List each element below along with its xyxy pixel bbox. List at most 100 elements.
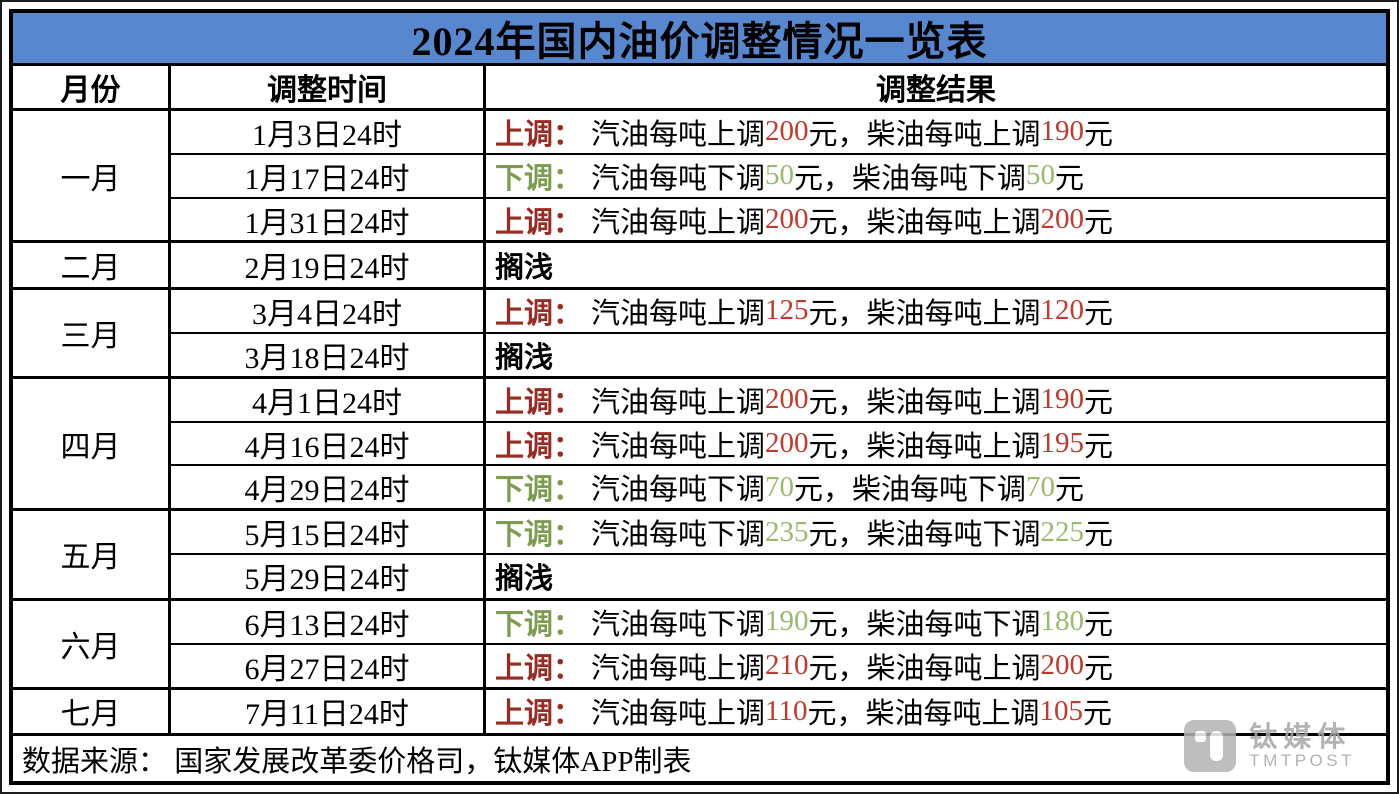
result-text-segment: 元，柴油每吨上调: [808, 118, 1041, 151]
month-rows: 6月13日24时 下调： 汽油每吨下调 190 元，柴油每吨下调 180 元 6月27日24时…: [171, 600, 1386, 687]
result-text-segment: 元，柴油每吨上调: [808, 430, 1041, 463]
adjustment-amount: 200: [765, 427, 809, 460]
result-cell: 上调： 汽油每吨上调 200 元，柴油每吨上调 200 元: [486, 199, 1386, 241]
adjustment-amount: 50: [765, 159, 795, 192]
table-row: 4月29日24时 下调： 汽油每吨下调 70 元，柴油每吨下调 70 元: [171, 464, 1386, 509]
result-text-segment: 元: [1084, 652, 1114, 685]
month-rows: 5月15日24时 下调： 汽油每吨下调 235 元，柴油每吨下调 225 元 5月29日24时…: [171, 511, 1386, 598]
adjustment-label: 下调：: [495, 519, 583, 552]
adjustment-amount: 200: [1040, 649, 1085, 682]
result-text-segment: 元: [1084, 519, 1114, 552]
adjustment-amount: 210: [765, 649, 809, 682]
header-month: 月份: [13, 66, 171, 108]
adjustment-label: 上调：: [495, 297, 583, 330]
adjustment-label: 上调：: [495, 430, 583, 463]
result-text-segment: 元，柴油每吨上调: [808, 297, 1041, 330]
result-text-segment: 汽油每吨上调: [591, 386, 766, 419]
result-cell: 搁浅: [486, 243, 1386, 286]
month-rows: 1月3日24时 上调： 汽油每吨上调 200 元，柴油每吨上调 190 元 1月17日24时下…: [171, 111, 1386, 241]
result-text-segment: 元，柴油每吨下调: [794, 474, 1027, 507]
month-cell: 二月: [13, 243, 171, 287]
time-cell: 5月15日24时: [171, 511, 486, 554]
adjustment-amount: 180: [1040, 605, 1085, 638]
month-group: 三月 3月4日24时 上调： 汽油每吨上调 125 元，柴油每吨上调 120 元 3月18日24…: [13, 289, 1386, 379]
result-text-segment: 元: [1084, 118, 1114, 151]
result-text-segment: 元，柴油每吨下调: [808, 519, 1041, 552]
adjustment-amount: 225: [1040, 515, 1085, 548]
result-text-segment: 元: [1084, 608, 1114, 641]
result-cell: 上调： 汽油每吨上调 110 元，柴油每吨上调 105 元: [486, 690, 1386, 733]
result-text-segment: 元，柴油每吨上调: [808, 206, 1041, 239]
adjustment-label: 上调：: [495, 698, 583, 731]
result-text-segment: 元，柴油每吨上调: [807, 698, 1040, 731]
adjustment-amount: 200: [765, 115, 809, 148]
header-time: 调整时间: [171, 66, 486, 108]
month-cell: 三月: [13, 289, 171, 376]
result-cell: 上调： 汽油每吨上调 210 元，柴油每吨上调 200 元: [486, 645, 1386, 687]
month-cell: 五月: [13, 511, 171, 598]
adjustment-amount: 50: [1026, 159, 1056, 192]
month-group: 七月 7月11日24时 上调： 汽油每吨上调 110 元，柴油每吨上调 105 元: [13, 689, 1386, 736]
adjustment-amount: 195: [1040, 427, 1085, 460]
result-text-segment: 元: [1055, 162, 1085, 195]
result-text-segment: 元: [1084, 206, 1114, 239]
time-cell: 1月31日24时: [171, 198, 486, 241]
adjustment-amount: 190: [1040, 115, 1085, 148]
time-cell: 6月27日24时: [171, 644, 486, 687]
result-text-segment: 元: [1082, 698, 1112, 731]
month-rows: 3月4日24时 上调： 汽油每吨上调 125 元，柴油每吨上调 120 元 3月18日24时搁…: [171, 289, 1386, 376]
adjustment-label: 上调：: [495, 386, 583, 419]
time-cell: 4月29日24时: [171, 466, 486, 509]
month-group: 一月 1月3日24时 上调： 汽油每吨上调 200 元，柴油每吨上调 190 元 1月17日24…: [13, 111, 1386, 244]
table-row: 3月4日24时 上调： 汽油每吨上调 125 元，柴油每吨上调 120 元: [171, 289, 1386, 332]
table-row: 6月13日24时 下调： 汽油每吨下调 190 元，柴油每吨下调 180 元: [171, 600, 1386, 643]
month-cell: 一月: [13, 111, 171, 241]
month-rows: 4月1日24时 上调： 汽油每吨上调 200 元，柴油每吨上调 190 元 4月16日24时上…: [171, 378, 1386, 509]
result-cell: 搁浅: [486, 334, 1386, 376]
time-cell: 6月13日24时: [171, 600, 486, 643]
time-cell: 4月1日24时: [171, 378, 486, 421]
result-cell: 上调： 汽油每吨上调 200 元，柴油每吨上调 195 元: [486, 423, 1386, 465]
adjustment-amount: 200: [765, 383, 809, 416]
adjustment-amount: 105: [1039, 694, 1083, 727]
adjustment-amount: 190: [1040, 383, 1085, 416]
header-result: 调整结果: [876, 74, 996, 107]
result-text-segment: 元，柴油每吨上调: [808, 386, 1041, 419]
result-cell: 下调： 汽油每吨下调 50 元，柴油每吨下调 50 元: [486, 155, 1386, 197]
result-text-segment: 汽油每吨下调: [591, 519, 766, 552]
table-row: 7月11日24时 上调： 汽油每吨上调 110 元，柴油每吨上调 105 元: [171, 689, 1386, 733]
adjustment-label: 下调：: [495, 608, 583, 641]
result-text-segment: 汽油每吨下调: [591, 608, 766, 641]
month-rows: 2月19日24时 搁浅: [171, 243, 1386, 287]
adjustment-label: 下调：: [495, 474, 583, 507]
result-text-segment: 汽油每吨上调: [591, 430, 766, 463]
result-text-segment: 元，柴油每吨下调: [794, 162, 1027, 195]
result-cell: 下调： 汽油每吨下调 190 元，柴油每吨下调 180 元: [486, 601, 1386, 643]
month-group: 二月 2月19日24时 搁浅: [13, 243, 1386, 290]
table-row: 1月17日24时 下调： 汽油每吨下调 50 元，柴油每吨下调 50 元: [171, 152, 1386, 197]
result-text-segment: 元: [1055, 474, 1085, 507]
adjustment-amount: 120: [1040, 294, 1085, 327]
adjustment-amount: 200: [765, 203, 809, 236]
adjustment-label: 下调：: [495, 162, 583, 195]
price-table: 2024年国内油价调整情况一览表 月份 调整时间 调整结果 一月 1月3日24时上…: [9, 9, 1390, 785]
time-cell: 4月16日24时: [171, 422, 486, 465]
month-cell: 七月: [13, 689, 171, 733]
result-text-segment: 元，柴油每吨下调: [808, 608, 1041, 641]
adjustment-amount: 70: [765, 470, 795, 503]
result-cell: 上调： 汽油每吨上调 200 元，柴油每吨上调 190 元: [486, 111, 1386, 153]
time-cell: 3月18日24时: [171, 333, 486, 376]
table-row: 4月1日24时 上调： 汽油每吨上调 200 元，柴油每吨上调 190 元: [171, 378, 1386, 421]
table-row: 3月18日24时 搁浅: [171, 331, 1386, 376]
month-rows: 7月11日24时 上调： 汽油每吨上调 110 元，柴油每吨上调 105 元: [171, 689, 1386, 733]
table-header: 月份 调整时间 调整结果: [13, 66, 1386, 111]
result-text-segment: 元: [1084, 386, 1114, 419]
result-cell: 搁浅: [486, 555, 1386, 597]
data-source-note: 数据来源： 国家发展改革委价格司，钛媒体APP制表: [22, 745, 692, 778]
time-cell: 7月11日24时: [171, 689, 486, 733]
time-cell: 2月19日24时: [171, 243, 486, 287]
adjustment-amount: 200: [1040, 203, 1085, 236]
adjustment-label: 搁浅: [495, 251, 554, 284]
result-cell: 上调： 汽油每吨上调 200 元，柴油每吨上调 190 元: [486, 379, 1386, 421]
month-group: 四月 4月1日24时 上调： 汽油每吨上调 200 元，柴油每吨上调 190 元 4月16日24…: [13, 378, 1386, 512]
